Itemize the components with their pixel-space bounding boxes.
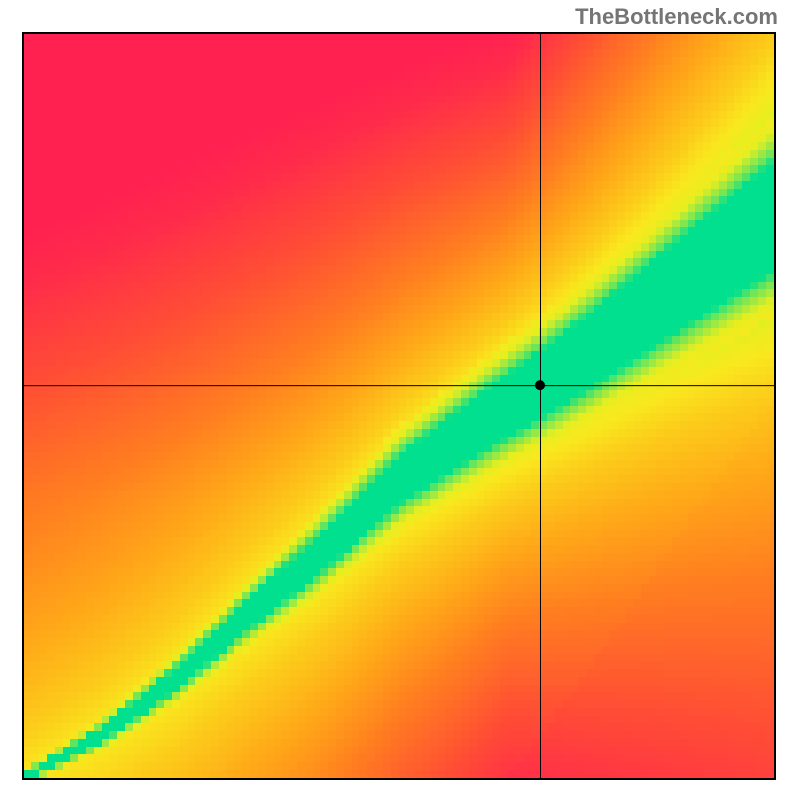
heatmap-container — [22, 32, 776, 780]
heatmap-canvas — [24, 34, 774, 778]
watermark-text: TheBottleneck.com — [575, 4, 778, 30]
